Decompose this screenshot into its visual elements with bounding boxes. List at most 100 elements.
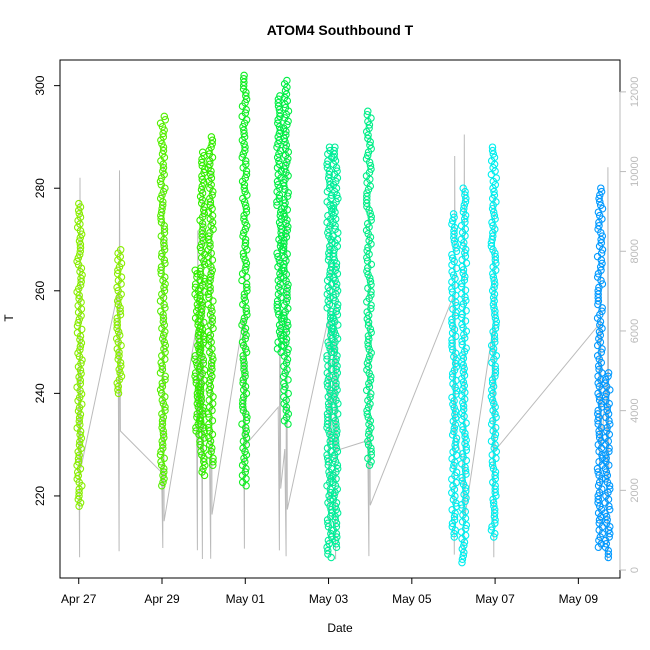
data-point [332,522,341,531]
data-point [333,533,341,541]
data-point [75,441,84,449]
data-point [448,254,457,262]
data-point [242,92,250,100]
data-point [459,453,467,461]
data-point [364,441,373,449]
data-point [462,296,470,305]
data-point [161,406,169,415]
data-point [330,454,339,463]
data-point [365,345,374,354]
data-point [199,359,208,367]
data-point [157,211,165,220]
data-point [193,362,202,370]
data-point [325,403,333,411]
data-point [208,307,216,316]
data-point [491,471,499,480]
data-point [331,157,340,165]
data-point [331,276,339,285]
data-point [275,194,284,203]
data-point [158,140,166,148]
data-point [490,331,499,339]
data-point [242,259,251,268]
data-point [240,215,248,223]
data-point [333,509,342,517]
secondary-series-layer [77,126,610,561]
data-point [458,477,467,485]
data-point [273,153,282,162]
data-point [595,365,603,374]
data-point [364,413,373,422]
point-cluster [204,133,217,469]
data-point [241,256,249,264]
data-point [76,335,84,344]
data-point [490,334,499,343]
data-point [279,178,288,187]
data-point [332,355,340,363]
data-point [161,304,169,312]
data-point [489,273,498,281]
data-point [240,293,249,302]
data-point [490,434,499,442]
data-point [275,184,284,192]
data-point [450,512,459,521]
data-point [275,310,283,319]
data-point [490,153,499,162]
data-point [205,413,213,422]
data-point [326,266,335,275]
data-point [363,247,371,255]
data-point [450,427,458,436]
data-point [461,249,469,257]
data-point [598,232,607,240]
data-point [207,321,215,329]
data-point [196,243,205,252]
data-point [113,269,122,278]
point-cluster [73,199,86,510]
data-point [459,266,468,274]
data-point [240,328,249,336]
plot-frame [59,59,621,579]
data-point [332,382,340,391]
data-point [459,242,467,250]
data-point [459,184,467,192]
data-point [461,524,470,533]
data-point [115,331,124,339]
data-point [604,550,613,558]
data-point [74,318,83,327]
data-point [196,345,205,354]
data-point [242,307,251,316]
data-point [459,405,468,414]
data-point [363,151,372,160]
data-point [206,160,214,169]
data-point [452,386,461,395]
data-point [333,167,341,175]
data-point [604,372,612,381]
data-point [602,540,611,548]
data-point [73,257,81,266]
data-point [323,379,332,387]
data-point [363,267,371,275]
data-point [448,288,457,296]
point-cluster [362,107,376,469]
data-point [239,396,247,404]
data-point [239,379,247,387]
data-point [113,297,122,305]
data-point [200,277,209,286]
data-point [160,468,168,476]
data-point [489,348,497,357]
data-point [199,206,208,214]
data-point [242,427,250,435]
data-point [283,158,291,166]
data-point [449,465,457,473]
data-point [460,204,468,213]
data-point [205,232,213,240]
data-point [325,540,333,548]
data-point [487,239,496,247]
data-point [160,246,169,254]
data-point [200,458,208,466]
data-point [602,512,611,521]
data-point [488,146,497,155]
data-point [239,355,248,363]
data-point [595,355,604,363]
data-point [451,441,459,449]
data-point [491,365,500,374]
